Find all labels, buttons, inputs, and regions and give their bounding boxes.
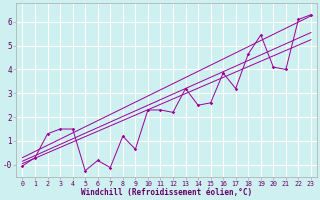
X-axis label: Windchill (Refroidissement éolien,°C): Windchill (Refroidissement éolien,°C) [81,188,252,197]
